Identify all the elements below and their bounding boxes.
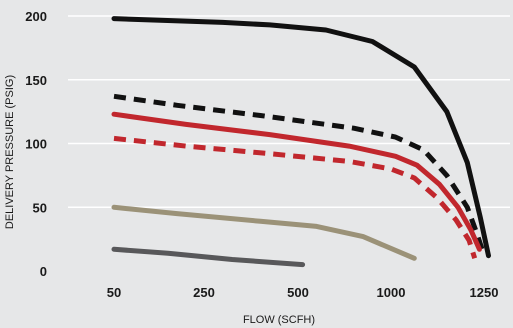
series-line-4 [113,135,478,260]
x-tick-label: 1000 [377,285,406,300]
series-line-2 [113,93,485,251]
grid [68,15,510,208]
y-tick-label: 150 [25,73,47,88]
y-tick-label: 200 [25,9,47,24]
tick-labels: 0 50 100 150 200 50 250 500 1000 1250 [25,9,498,300]
series-line-6 [111,246,306,268]
y-tick-label: 0 [40,264,47,279]
x-axis-label: FLOW (SCFH) [243,314,315,326]
x-tick-label: 500 [287,285,309,300]
y-tick-label: 100 [25,137,47,152]
x-tick-label: 250 [193,285,215,300]
y-tick-label: 50 [33,200,47,215]
y-axis-label: DELIVERY PRESSURE (PSIG) [4,75,16,229]
x-tick-label: 1250 [470,285,499,300]
series-line-1 [111,16,491,259]
series-line-5 [111,204,417,261]
series-line-3 [111,111,482,252]
x-tick-label: 50 [107,285,121,300]
series-lines [111,16,491,268]
